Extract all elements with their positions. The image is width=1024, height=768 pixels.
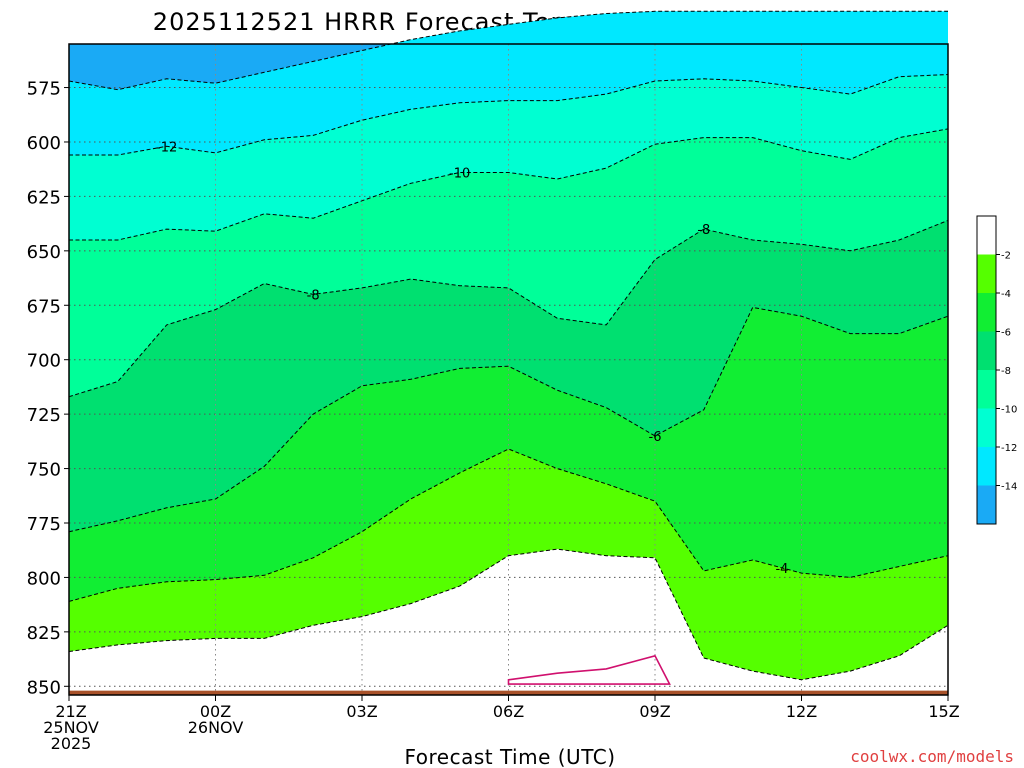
x-tick-label: 09Z [639, 702, 670, 721]
y-tick-label: 750 [27, 460, 61, 481]
x-tick-sublabel: 2025 [51, 734, 92, 753]
y-tick-label: 850 [27, 677, 61, 698]
y-tick-label: 825 [27, 623, 61, 644]
isotherm-line [69, 74, 949, 156]
x-tick-label: 21Z [55, 702, 86, 721]
isotherm-line [68, 10, 948, 91]
colorbar-swatch [977, 216, 996, 255]
y-tick-label: 725 [27, 405, 61, 426]
colorbar-swatch [977, 485, 996, 524]
y-tick-label: 700 [27, 351, 61, 372]
colorbar-tick-label: -4 [1001, 289, 1011, 300]
contour-label: -12 [156, 140, 177, 155]
colorbar-tick-label: -2 [1001, 251, 1011, 262]
colorbar-swatch [977, 331, 996, 370]
y-tick-label: 625 [27, 187, 61, 208]
isotherm-lines: -12 -10 -8 -8 -6 -4 [68, 10, 949, 685]
colorbar-swatch [977, 408, 996, 447]
y-tick-label: 675 [27, 296, 61, 317]
y-tick-label: 650 [27, 242, 61, 263]
isotherm-line [68, 548, 949, 681]
isotherm-line [68, 306, 949, 533]
ground-surface [69, 690, 948, 695]
contour-label: -8 [307, 288, 320, 303]
y-tick-label: 575 [27, 79, 61, 100]
gridlines [69, 44, 948, 695]
x-tick-label: 03Z [346, 702, 377, 721]
colorbar-legend: -2 -4 -6 -8 -10 -12 -14 [976, 215, 1017, 525]
contour-label: -10 [449, 166, 470, 181]
isotherm-line [68, 219, 949, 398]
contour-label: -8 [697, 223, 710, 238]
colorbar-swatch [977, 293, 996, 332]
y-tick-label: 775 [27, 514, 61, 535]
contour-label: -6 [649, 430, 662, 445]
ground-layer [69, 690, 948, 695]
y-axis: 575 600 625 650 675 700 725 750 775 800 825 850 [27, 79, 69, 698]
colorbar-tick-label: -12 [1001, 443, 1017, 454]
x-tick-label: 00Z [200, 702, 231, 721]
zero-isotherm-line [507, 654, 671, 685]
contour-label: -4 [775, 562, 788, 577]
colorbar-tick-label: -8 [1001, 366, 1011, 377]
x-tick-sublabel: 25NOV [43, 718, 99, 737]
fill-band-minus2 [69, 549, 948, 695]
isotherm-line [69, 128, 949, 241]
y-tick-label: 600 [27, 133, 61, 154]
colorbar-tick-label: -6 [1001, 328, 1011, 339]
temperature-fill-areas [69, 11, 948, 696]
x-tick-label: 12Z [786, 702, 817, 721]
x-tick-label: 15Z [928, 702, 959, 721]
colorbar-tick-label: -14 [1001, 482, 1017, 493]
x-tick-sublabel: 26NOV [188, 718, 244, 737]
colorbar-tick-label: -10 [1001, 405, 1017, 416]
colorbar-swatch [977, 254, 996, 293]
x-axis-label: Forecast Time (UTC) [404, 745, 615, 768]
x-tick-label: 06Z [493, 702, 524, 721]
colorbar-swatch [977, 447, 996, 486]
colorbar-swatch [977, 370, 996, 409]
y-tick-label: 800 [27, 568, 61, 589]
source-credit[interactable]: coolwx.com/models [850, 747, 1014, 766]
isotherm-line [68, 448, 949, 602]
